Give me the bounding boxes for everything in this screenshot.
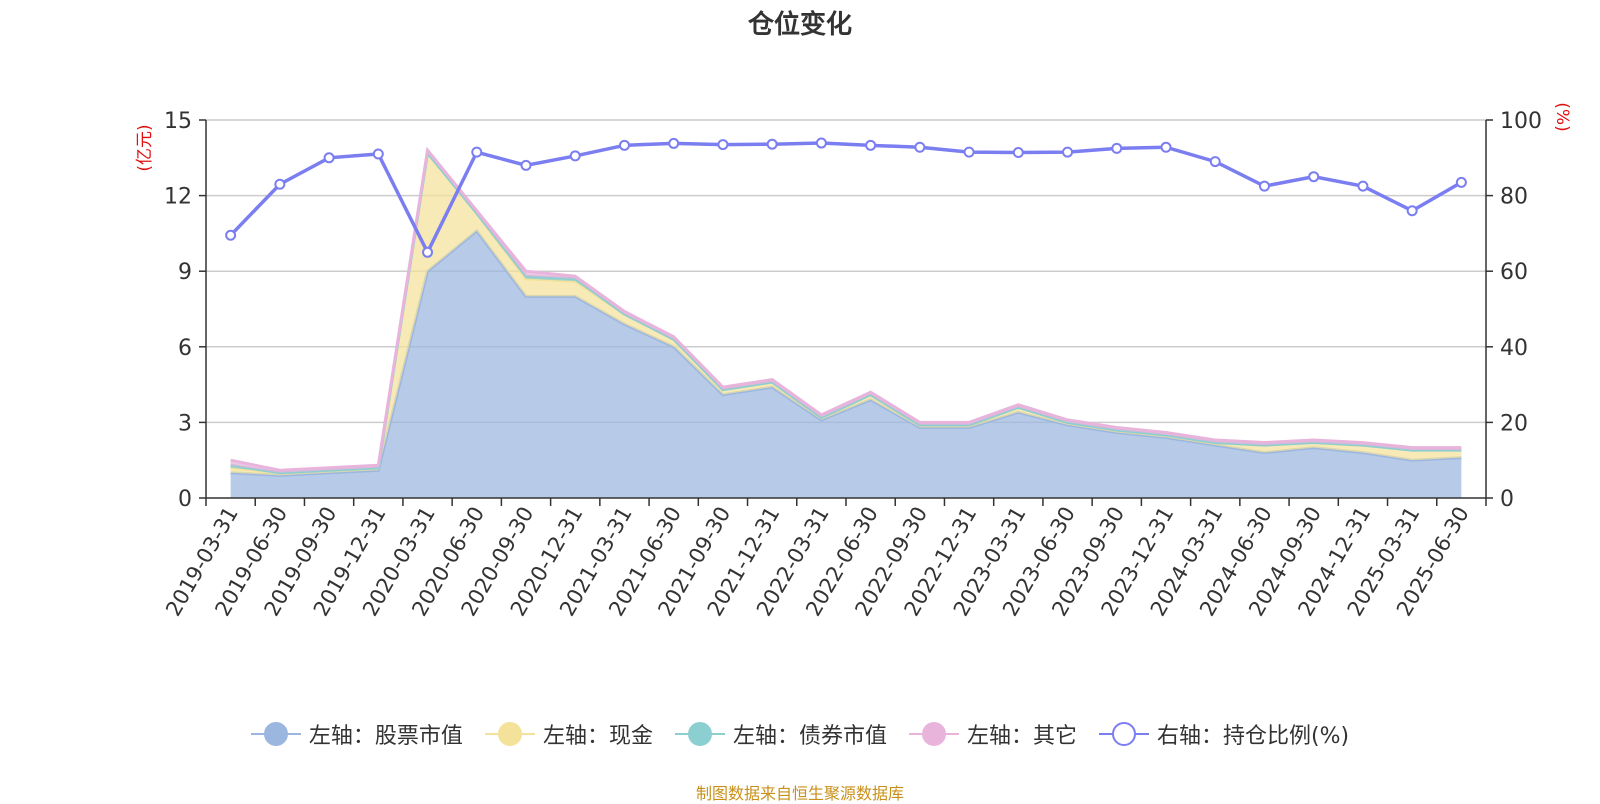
legend-item[interactable]: 左轴：股票市值 xyxy=(250,718,463,750)
legend-label: 右轴：持仓比例(%) xyxy=(1156,724,1350,749)
left-axis-tick-label: 12 xyxy=(164,185,192,210)
legend-dot xyxy=(687,722,712,746)
right-axis-unit-label: (%) xyxy=(1552,102,1572,131)
left-axis-tick-label: 0 xyxy=(178,487,192,512)
ratio-point xyxy=(963,146,975,158)
ratio-point xyxy=(422,246,434,258)
left-axis-tick-label: 15 xyxy=(164,109,192,134)
legend-label: 左轴：现金 xyxy=(542,724,653,749)
right-axis-tick-label: 20 xyxy=(1500,411,1528,436)
right-axis-tick-label: 60 xyxy=(1500,260,1528,285)
ratio-point xyxy=(914,141,926,153)
ratio-point xyxy=(668,137,680,149)
axes xyxy=(199,119,1493,506)
ratio-point xyxy=(520,159,532,171)
ratio-point xyxy=(1357,180,1369,192)
legend-dot xyxy=(921,722,946,746)
chart-legend: 左轴：股票市值 左轴：现金 左轴：债券市值 左轴：其它 右轴：持仓比例(%) xyxy=(0,718,1600,750)
ratio-point xyxy=(1012,147,1024,159)
right-axis-tick-label: 100 xyxy=(1500,109,1542,134)
legend-dot xyxy=(263,722,288,746)
legend-dot xyxy=(497,722,522,746)
legend-dot xyxy=(1111,722,1136,746)
ratio-point xyxy=(471,146,483,158)
chart-title: 仓位变化 xyxy=(747,10,852,40)
legend-label: 左轴：债券市值 xyxy=(732,724,887,749)
ratio-point xyxy=(1111,142,1123,154)
legend-item[interactable]: 左轴：债券市值 xyxy=(674,718,887,750)
ratio-point xyxy=(1160,141,1172,153)
ratio-point xyxy=(717,139,729,151)
tick-labels: 03691215020406080100(亿元)(%)2019-03-31201… xyxy=(135,102,1572,620)
ratio-point xyxy=(323,152,335,164)
left-axis-unit-label: (亿元) xyxy=(135,124,155,171)
legend-item[interactable]: 左轴：现金 xyxy=(484,718,653,750)
area-edge-左轴：其它 xyxy=(230,146,1462,472)
ratio-point xyxy=(1062,146,1074,158)
right-axis-tick-label: 80 xyxy=(1500,185,1528,210)
left-axis-tick-label: 6 xyxy=(178,336,192,361)
stacked-areas xyxy=(230,146,1462,498)
ratio-point xyxy=(274,178,286,190)
ratio-line-path xyxy=(229,141,1463,257)
ratio-point xyxy=(1406,205,1418,217)
ratio-line xyxy=(225,137,1467,258)
ratio-point xyxy=(1209,156,1221,168)
legend-swatch-icon xyxy=(908,722,959,746)
ratio-point xyxy=(1308,171,1320,183)
ratio-point xyxy=(618,139,630,151)
legend-swatch-icon xyxy=(250,722,301,746)
data-source-note: 制图数据来自恒生聚源数据库 xyxy=(695,784,904,803)
ratio-point xyxy=(766,138,778,150)
ratio-point xyxy=(1258,180,1270,192)
legend-label: 左轴：股票市值 xyxy=(308,724,463,749)
legend-item[interactable]: 右轴：持仓比例(%) xyxy=(1098,718,1350,750)
left-axis-tick-label: 3 xyxy=(178,411,192,436)
ratio-point xyxy=(865,139,877,151)
legend-swatch-icon xyxy=(484,722,535,746)
legend-swatch-icon xyxy=(674,722,725,746)
ratio-point xyxy=(372,148,384,160)
ratio-point xyxy=(569,150,581,162)
ratio-point xyxy=(225,229,237,241)
left-axis-tick-label: 9 xyxy=(178,260,192,285)
legend-item[interactable]: 左轴：其它 xyxy=(908,718,1077,750)
legend-swatch-icon xyxy=(1098,722,1149,746)
ratio-point xyxy=(815,137,827,149)
right-axis-tick-label: 40 xyxy=(1500,336,1528,361)
right-axis-tick-label: 0 xyxy=(1500,487,1514,512)
ratio-point xyxy=(1455,176,1467,188)
legend-label: 左轴：其它 xyxy=(966,724,1077,749)
